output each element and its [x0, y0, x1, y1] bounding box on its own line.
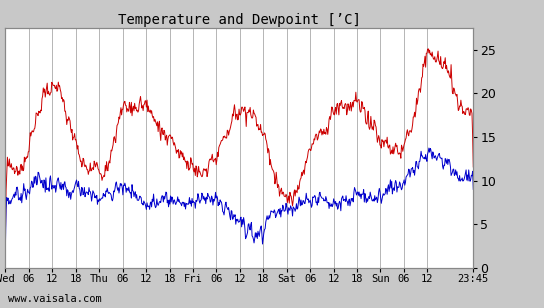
Text: www.vaisala.com: www.vaisala.com — [8, 294, 102, 304]
Title: Temperature and Dewpoint [’C]: Temperature and Dewpoint [’C] — [118, 13, 361, 26]
